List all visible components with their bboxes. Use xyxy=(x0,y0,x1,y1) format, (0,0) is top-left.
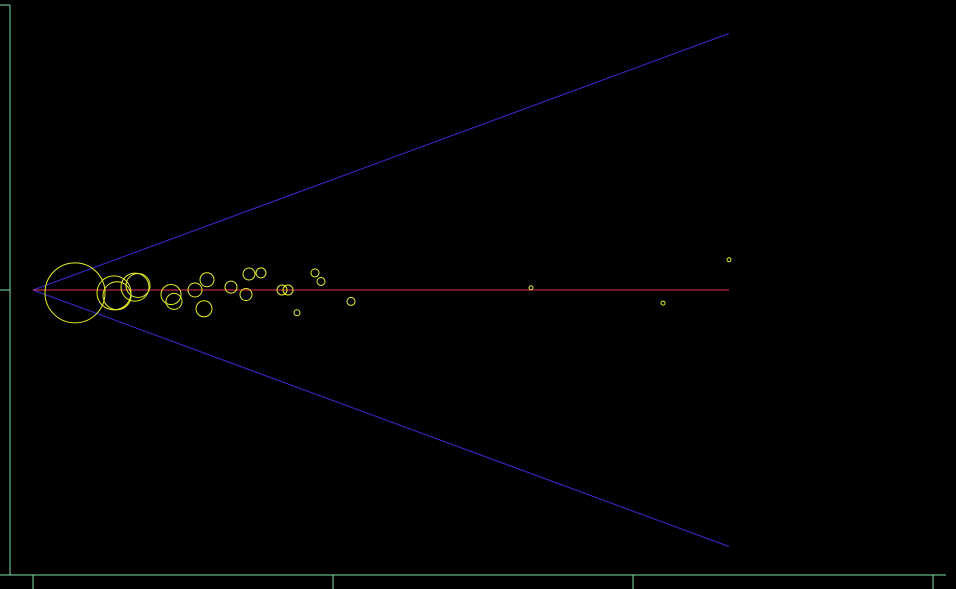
data-point-0-6 xyxy=(165,292,183,310)
data-point-0-12 xyxy=(242,267,256,281)
data-point-0-16 xyxy=(293,309,301,317)
data-point-0-17 xyxy=(310,268,320,278)
data-points xyxy=(44,257,732,324)
axes xyxy=(0,4,946,589)
funnel-lower-bound xyxy=(32,289,730,547)
funnel-upper-bound xyxy=(32,33,730,291)
data-point-0-21 xyxy=(660,300,666,306)
data-point-0-14 xyxy=(276,284,288,296)
data-point-0-9 xyxy=(195,300,213,318)
data-point-0-20 xyxy=(528,285,534,291)
data-point-0-11 xyxy=(239,288,253,302)
data-point-0-5 xyxy=(160,284,182,306)
data-point-0-0 xyxy=(44,262,106,324)
data-point-0-7 xyxy=(187,282,203,298)
data-point-0-13 xyxy=(255,267,267,279)
data-point-0-15 xyxy=(282,284,294,296)
data-point-0-22 xyxy=(726,257,732,263)
data-point-0-19 xyxy=(346,296,356,306)
data-point-0-18 xyxy=(316,276,326,286)
data-point-0-8 xyxy=(199,272,215,288)
data-point-0-10 xyxy=(224,280,238,294)
data-point-0-4 xyxy=(125,272,151,298)
data-point-0-3 xyxy=(120,272,150,302)
